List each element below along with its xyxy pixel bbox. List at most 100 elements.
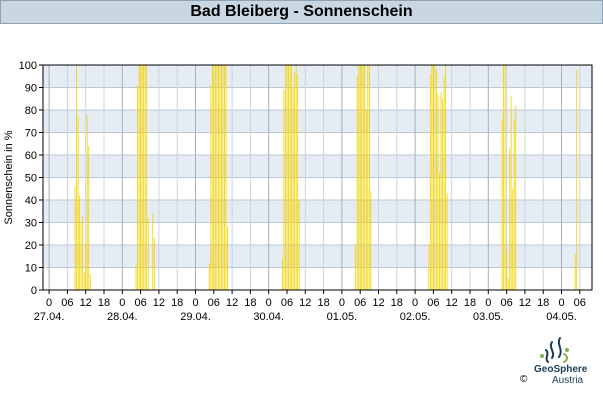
sunshine-bar: [213, 65, 215, 290]
sunshine-bar: [88, 146, 90, 290]
x-tick-label: 12: [446, 297, 458, 309]
sunshine-bar: [367, 65, 369, 290]
copyright-symbol: ©: [520, 374, 528, 385]
sunshine-bar: [291, 65, 292, 290]
sunshine-bar: [222, 65, 224, 290]
x-tick-label: 0: [339, 297, 345, 309]
y-tick-label: 100: [19, 60, 37, 72]
sunshine-bar: [82, 215, 84, 290]
x-tick-label: 06: [208, 297, 220, 309]
x-tick-label: 18: [391, 297, 403, 309]
x-tick-label: 06: [500, 297, 512, 309]
sunshine-bar: [79, 195, 81, 290]
sunshine-bar: [285, 65, 286, 290]
sunshine-bar: [89, 274, 91, 290]
sunshine-bar: [297, 74, 299, 290]
sunshine-bar: [85, 242, 87, 290]
chart-title-bar: Bad Bleiberg - Sonnenschein: [0, 0, 603, 24]
sunshine-bar: [440, 92, 442, 290]
grid-band: [43, 155, 592, 178]
sunshine-bar: [225, 65, 227, 290]
sunshine-bar: [286, 65, 288, 290]
sunshine-bar: [361, 65, 363, 290]
sunshine-bar: [370, 191, 372, 290]
sunshine-bar: [86, 114, 88, 290]
x-tick-label: 0: [192, 297, 198, 309]
date-label: 01.05.: [327, 311, 358, 323]
x-tick-label: 12: [519, 297, 531, 309]
sunshine-bar: [146, 65, 148, 290]
sunshine-bar: [446, 193, 448, 290]
plot-frame: [42, 64, 593, 291]
grid-band: [43, 245, 592, 268]
x-tick-label: 06: [61, 297, 73, 309]
y-axis-label: Sonnenschein in %: [3, 130, 15, 224]
y-tick-label: 70: [25, 128, 37, 140]
date-label: 27.04.: [34, 311, 65, 323]
x-tick-label: 0: [266, 297, 272, 309]
sunshine-bar: [77, 116, 79, 290]
sunshine-bar: [143, 65, 145, 290]
sunshine-bar: [368, 65, 370, 290]
y-tick-label: 80: [25, 105, 37, 117]
sunshine-bar: [292, 87, 294, 290]
grid-band: [43, 200, 592, 223]
x-tick-label: 18: [98, 297, 110, 309]
sunshine-bar: [436, 69, 437, 290]
x-tick-label: 18: [317, 297, 329, 309]
sunshine-bar: [208, 263, 210, 290]
sunshine-bar: [574, 254, 576, 290]
y-tick-label: 20: [25, 240, 37, 252]
sunshine-bar: [153, 238, 155, 290]
y-tick-label: 90: [25, 83, 37, 95]
sunshine-bar: [74, 186, 76, 290]
y-tick-label: 30: [25, 218, 37, 230]
sunshine-bar: [135, 265, 137, 290]
y-tick-label: 60: [25, 150, 37, 162]
sunshine-bar: [359, 65, 361, 290]
x-tick-label: 06: [281, 297, 293, 309]
sunshine-bar: [141, 65, 143, 290]
x-tick-label: 0: [412, 297, 418, 309]
sunshine-bar: [364, 65, 366, 290]
x-tick-label: 0: [119, 297, 125, 309]
date-label: 04.05.: [546, 311, 577, 323]
sunshine-bar: [358, 65, 360, 290]
date-label: 02.05.: [400, 311, 431, 323]
sunshine-bar: [510, 96, 512, 290]
sunshine-bar: [210, 85, 212, 290]
x-tick-label: 0: [46, 297, 52, 309]
x-tick-label: 06: [134, 297, 146, 309]
sunshine-bar: [76, 65, 77, 290]
sunshine-bar: [507, 278, 509, 290]
x-tick-label: 12: [80, 297, 92, 309]
sunshine-bar: [137, 85, 138, 290]
sunshine-bar: [288, 65, 289, 290]
sunshine-bar: [147, 218, 149, 290]
y-tick-label: 40: [25, 195, 37, 207]
sunshine-bar: [138, 65, 140, 290]
sunshine-bar: [283, 89, 285, 290]
sunshine-bar: [365, 110, 367, 290]
sunshine-bar: [282, 258, 283, 290]
sunshine-bar: [576, 69, 578, 290]
sunshine-bar: [144, 65, 146, 290]
sunshine-bar: [362, 65, 364, 290]
sunshine-bar: [513, 119, 515, 290]
y-tick-label: 50: [25, 173, 37, 185]
y-tick-label: 10: [25, 263, 37, 275]
x-tick-label: 06: [427, 297, 439, 309]
sunshine-bar: [227, 227, 228, 290]
x-tick-label: 12: [153, 297, 165, 309]
sunshine-bar: [217, 65, 219, 290]
x-tick-label: 0: [558, 297, 564, 309]
sunshine-bar: [216, 65, 218, 290]
sunshine-bar: [355, 245, 357, 290]
sunshine-bar: [356, 76, 358, 290]
date-label: 28.04.: [107, 311, 138, 323]
grid-band: [43, 65, 592, 88]
y-tick-label: 0: [31, 285, 37, 297]
sunshine-bar: [439, 173, 440, 290]
sunshine-bar: [80, 222, 82, 290]
sunshine-bar: [432, 65, 434, 290]
